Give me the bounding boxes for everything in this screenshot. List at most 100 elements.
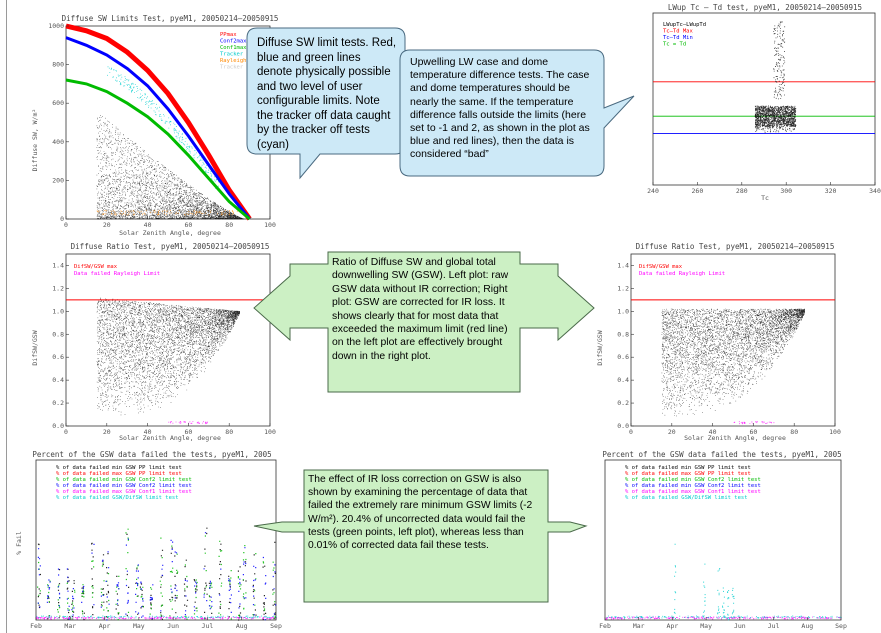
fail-points bbox=[228, 570, 232, 620]
legend-entry: % of data failed GSW/DifSW limit test bbox=[56, 495, 179, 501]
legend-entry: PPmax bbox=[220, 32, 237, 38]
x-tick-label: 40 bbox=[709, 428, 717, 436]
y-tick-label: 0.6 bbox=[52, 353, 64, 361]
fail-points bbox=[175, 553, 179, 620]
plot-title: Diffuse Ratio Test, pyeM1, 20050214–2005… bbox=[636, 242, 835, 251]
fail-points bbox=[252, 553, 257, 616]
legend-entry: Tc = Td bbox=[663, 42, 686, 48]
x-tick-label: 80 bbox=[225, 221, 233, 229]
fail-points bbox=[203, 532, 208, 602]
legend-entry: % of data failed min GSW Conf2 limit tes… bbox=[625, 477, 761, 483]
x-tick-label: 20 bbox=[668, 428, 676, 436]
fail-points bbox=[135, 568, 139, 615]
ratio-callout: Ratio of Diffuse SW and global total dow… bbox=[240, 248, 600, 398]
legend-entry: Rayleigh Limit bbox=[220, 58, 266, 64]
y-axis-label: % Fail bbox=[15, 531, 23, 555]
diffuse-sw-scatter bbox=[96, 115, 245, 220]
tracker-off-points bbox=[107, 66, 220, 192]
fail-points bbox=[106, 573, 110, 619]
fail-points bbox=[136, 565, 139, 597]
fail-points bbox=[37, 561, 41, 604]
y-tick-label: 600 bbox=[52, 99, 64, 107]
x-tick-label: 20 bbox=[103, 428, 111, 436]
y-tick-label: 0.8 bbox=[617, 330, 629, 338]
fail-points bbox=[126, 533, 130, 617]
fail-points bbox=[115, 575, 119, 615]
legend-entry: % of data failed max GSW PP limit test bbox=[625, 471, 751, 477]
x-tick-label: 340 bbox=[869, 187, 881, 195]
x-tick-label: Mar bbox=[64, 622, 76, 630]
legend-entry: Tracker Off bbox=[220, 52, 256, 58]
y-tick-label: 0.4 bbox=[617, 376, 629, 384]
x-tick-label: 60 bbox=[184, 221, 192, 229]
tc-td-scatter bbox=[754, 21, 797, 133]
fail-points bbox=[218, 540, 223, 616]
legend-entry: DifSW/GSW max bbox=[74, 264, 118, 270]
fail-points bbox=[105, 551, 110, 621]
fail-points bbox=[91, 560, 95, 598]
fail-points bbox=[66, 582, 70, 611]
legend-entry: Tc–Td Min bbox=[663, 35, 693, 41]
fail-points bbox=[66, 568, 70, 620]
y-tick-label: 0.4 bbox=[52, 376, 64, 384]
x-tick-label: 40 bbox=[144, 428, 152, 436]
fail-points bbox=[125, 538, 129, 615]
legend-entry: Conf2max bbox=[220, 39, 247, 45]
lw-tests-callout: Upwelling LW case and dome temperature d… bbox=[398, 48, 635, 203]
fail-points bbox=[228, 578, 232, 613]
diffuse-ratio-right-plot: Diffuse Ratio Test, pyeM1, 20050214–2005… bbox=[596, 242, 841, 442]
x-tick-label: 0 bbox=[64, 221, 68, 229]
legend-entry: Data failed Rayleigh Limit bbox=[639, 271, 725, 277]
x-tick-label: Jul bbox=[202, 622, 214, 630]
y-tick-label: 1.2 bbox=[617, 284, 629, 292]
x-tick-label: Jul bbox=[768, 622, 780, 630]
fail-points bbox=[208, 580, 213, 610]
plot-title: Percent of the GSW data failed the tests… bbox=[602, 450, 841, 459]
x-tick-label: Sep bbox=[835, 622, 847, 630]
fail-points bbox=[237, 566, 242, 621]
fail-points bbox=[731, 587, 735, 615]
limit-line-ppmax bbox=[65, 23, 252, 221]
fail-points bbox=[125, 528, 130, 613]
limit-line-conf2max bbox=[65, 36, 251, 220]
fail-points bbox=[170, 539, 174, 593]
legend-entry: % of data failed max GSW PP limit test bbox=[56, 471, 182, 477]
x-tick-label: Aug bbox=[236, 622, 248, 630]
y-axis-label: DifSW/GSW bbox=[596, 330, 604, 365]
fail-points bbox=[219, 568, 222, 596]
fail-points bbox=[91, 542, 94, 616]
fail-points bbox=[727, 590, 730, 621]
plot-frame bbox=[652, 12, 876, 186]
x-tick-label: 260 bbox=[692, 187, 704, 195]
x-tick-label: 60 bbox=[749, 428, 757, 436]
fail-points bbox=[193, 579, 198, 615]
limit-line-conf1max bbox=[65, 78, 251, 221]
plot-title: Percent of the GSW data failed the tests… bbox=[32, 450, 271, 459]
fail-points bbox=[204, 527, 208, 619]
x-tick-label: 0 bbox=[64, 428, 68, 436]
lw-tests-callout-text: Upwelling LW case and dome temperature d… bbox=[410, 56, 590, 161]
x-axis-label: Solar Zenith Angle, degree bbox=[684, 434, 786, 442]
plot-title: Diffuse Ratio Test, pyeM1, 20050214–2005… bbox=[71, 242, 270, 251]
percent-fail-left-plot: Percent of the GSW data failed the tests… bbox=[15, 450, 282, 630]
fail-points bbox=[71, 588, 75, 616]
x-tick-label: 80 bbox=[790, 428, 798, 436]
x-axis-label: Solar Zenith Angle, degree bbox=[119, 229, 221, 237]
fail-points bbox=[193, 579, 198, 609]
fail-points bbox=[57, 568, 61, 607]
fail-points bbox=[272, 541, 276, 620]
x-tick-label: 100 bbox=[264, 221, 276, 229]
rayleigh-limit-points bbox=[96, 209, 238, 216]
x-tick-label: Sep bbox=[270, 622, 282, 630]
x-tick-label: 240 bbox=[647, 187, 659, 195]
x-tick-label: Feb bbox=[30, 622, 42, 630]
fail-points bbox=[252, 565, 257, 616]
x-tick-label: Apr bbox=[667, 622, 679, 630]
x-tick-label: 280 bbox=[736, 187, 748, 195]
x-tick-label: Aug bbox=[801, 622, 813, 630]
x-tick-label: 20 bbox=[103, 221, 111, 229]
fail-points bbox=[149, 584, 154, 620]
y-tick-label: 0 bbox=[60, 215, 64, 223]
fail-points bbox=[81, 585, 85, 603]
fail-points bbox=[237, 576, 242, 619]
